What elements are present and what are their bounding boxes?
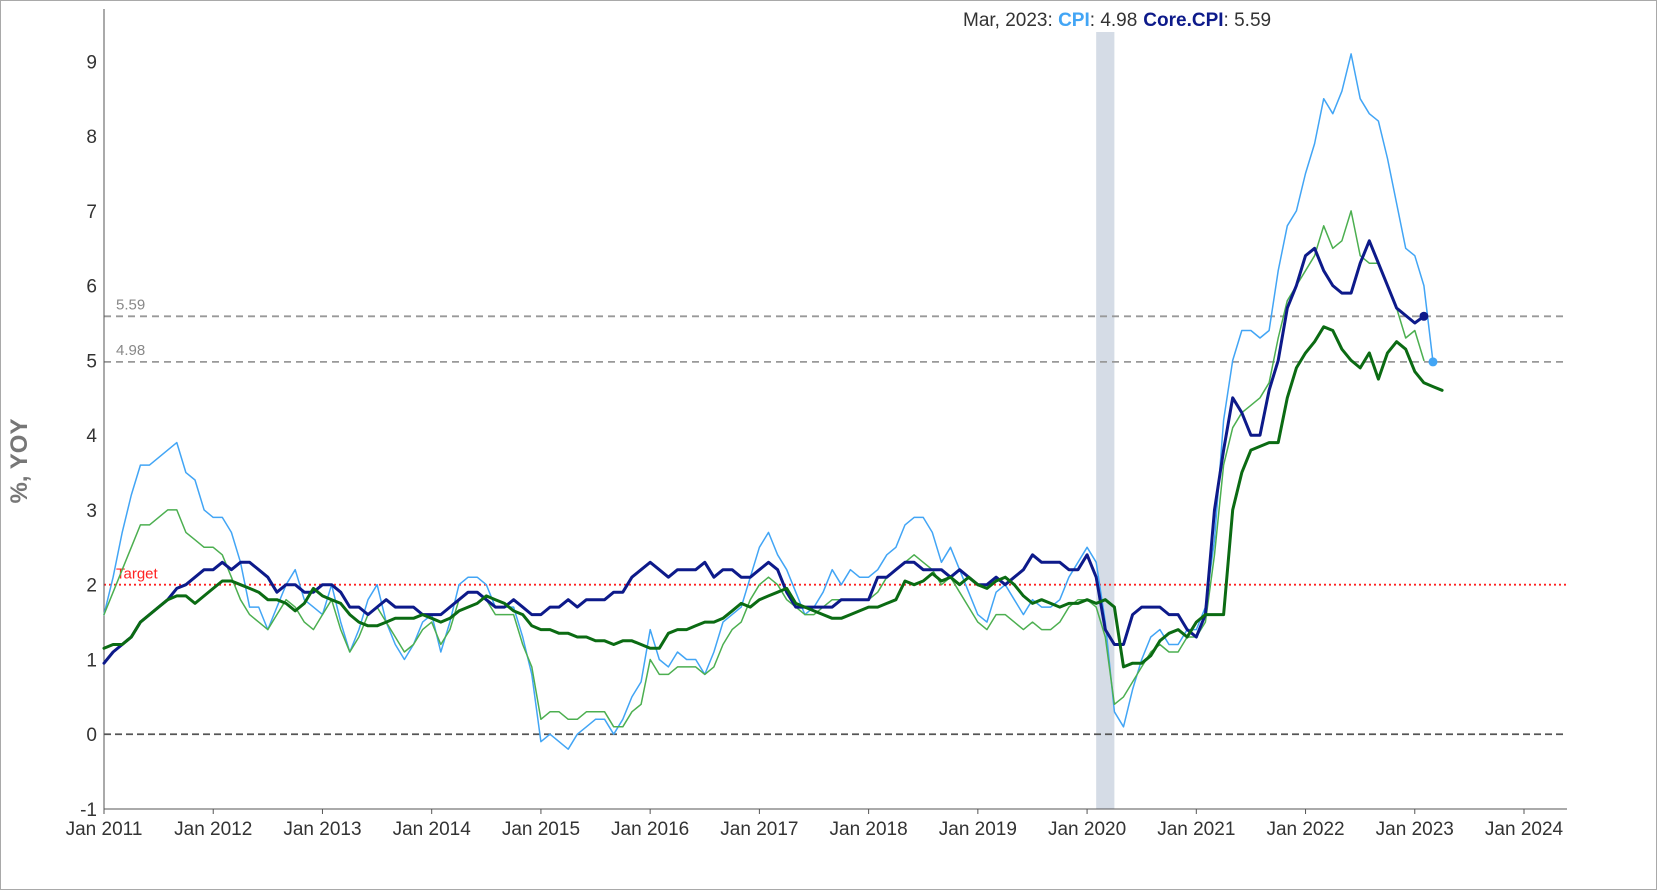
x-tick-label: Jan 2017 (720, 819, 798, 840)
y-tick-label: 5 (86, 351, 97, 372)
y-axis-label: %, YOY (6, 419, 33, 504)
series-line-2 (103, 210, 1425, 728)
series-line-cpi (103, 53, 1434, 750)
tooltip-cpi-label: CPI (1058, 10, 1090, 31)
x-tick-label: Jan 2023 (1376, 819, 1454, 840)
x-tick-label: Jan 2024 (1485, 819, 1564, 840)
y-tick-label: -1 (80, 800, 97, 821)
x-tick-label: Jan 2021 (1157, 819, 1235, 840)
x-tick-label: Jan 2011 (66, 819, 143, 840)
tooltip-cpi-value: 4.98 (1100, 10, 1137, 31)
tooltip-date: Mar, 2023 (963, 10, 1048, 31)
recession-shading (1096, 32, 1115, 809)
x-tick-label: Jan 2018 (830, 819, 908, 840)
x-tick-label: Jan 2015 (502, 819, 580, 840)
y-tick-label: 8 (86, 127, 97, 148)
tooltip-sep-1: : (1048, 10, 1059, 31)
x-tick-label: Jan 2022 (1266, 819, 1344, 840)
x-tick-label: Jan 2019 (939, 819, 1017, 840)
x-tick-label: Jan 2013 (283, 819, 361, 840)
series-line-4 (102, 325, 1444, 669)
y-tick-label: 4 (86, 426, 97, 447)
series-line-core-cpi (102, 239, 1426, 665)
y-tick-label: 1 (86, 650, 97, 671)
x-tick-label: Jan 2014 (393, 819, 472, 840)
tooltip-core-label: Core.CPI (1143, 10, 1223, 31)
x-tick-label: Jan 2012 (174, 819, 252, 840)
y-tick-label: 9 (86, 52, 97, 73)
x-tick-label: Jan 2020 (1048, 819, 1126, 840)
y-tick-label: 6 (86, 277, 97, 298)
end-marker-cpi (1428, 357, 1438, 367)
reference-label-4.98: 4.98 (116, 342, 145, 359)
tooltip-sep-3: : (1224, 10, 1235, 31)
x-tick-label: Jan 2016 (611, 819, 689, 840)
y-tick-label: 2 (86, 576, 97, 597)
tooltip-sep-2: : (1090, 10, 1101, 31)
target-label: Target (116, 566, 159, 583)
end-marker-core-cpi (1419, 311, 1429, 321)
tooltip: Mar, 2023: CPI: 4.98 Core.CPI: 5.59 (963, 10, 1271, 31)
reference-label-5.59: 5.59 (116, 296, 145, 313)
y-tick-label: 7 (86, 202, 97, 223)
tooltip-core-value: 5.59 (1234, 10, 1271, 31)
y-tick-label: 3 (86, 501, 97, 522)
y-tick-label: 0 (86, 725, 97, 746)
